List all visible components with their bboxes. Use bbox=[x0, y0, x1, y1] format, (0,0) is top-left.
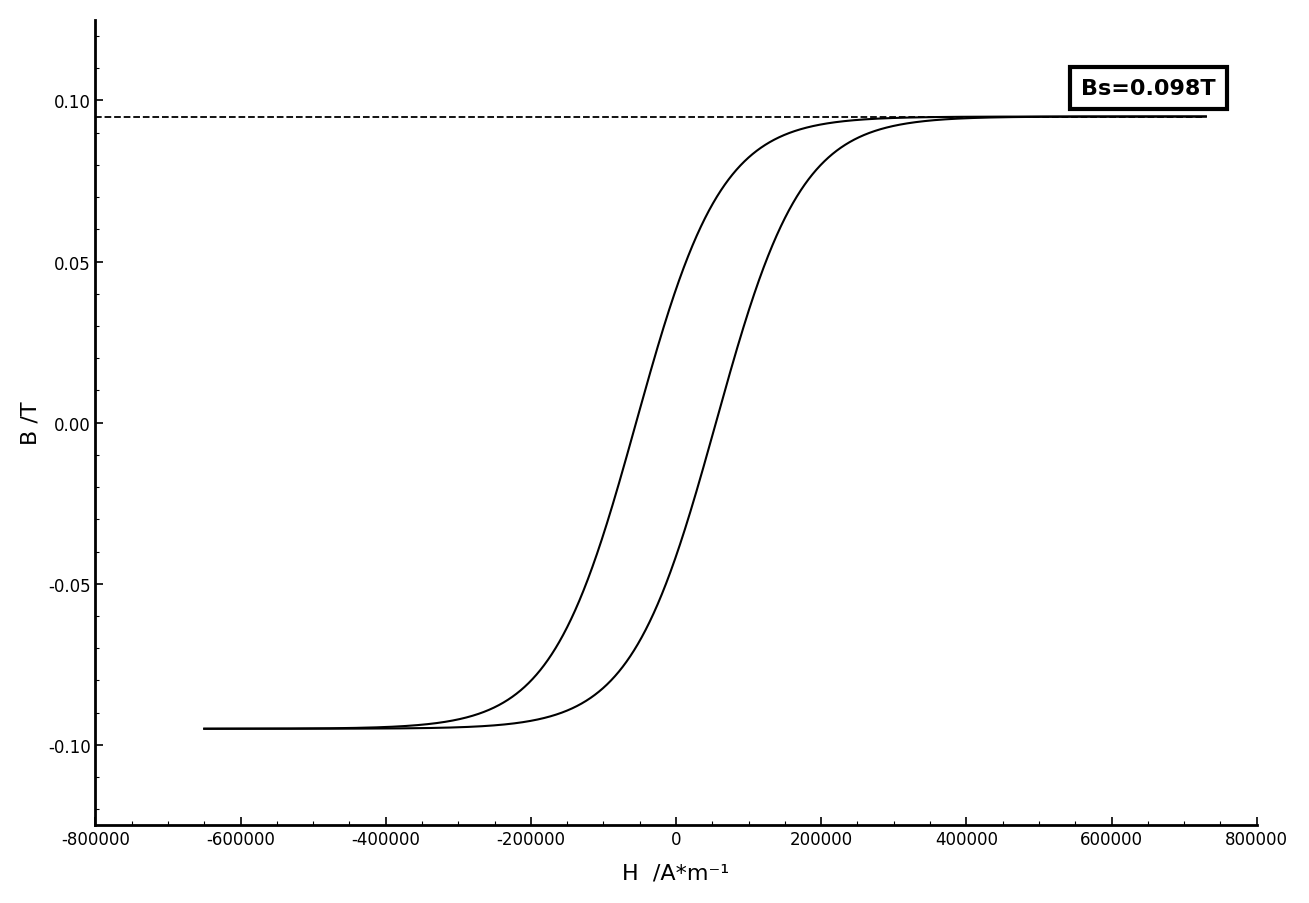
Text: Bs=0.098T: Bs=0.098T bbox=[1081, 79, 1216, 99]
Y-axis label: B /T: B /T bbox=[21, 401, 41, 445]
X-axis label: H  /A*m⁻¹: H /A*m⁻¹ bbox=[622, 862, 729, 882]
